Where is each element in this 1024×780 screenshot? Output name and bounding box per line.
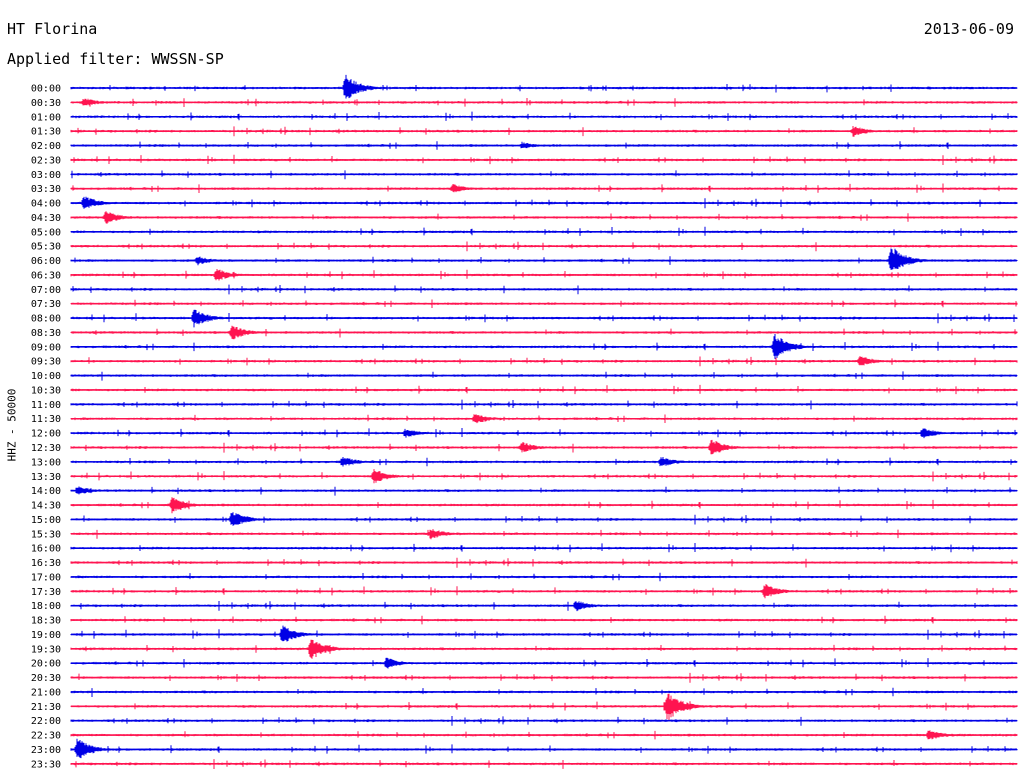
row-time-label: 07:00: [31, 285, 61, 296]
row-time-label: 09:00: [31, 342, 61, 353]
row-time-label: 05:30: [31, 242, 61, 253]
row-time-label: 10:00: [31, 371, 61, 382]
row-time-label: 18:30: [31, 616, 61, 627]
row-time-label: 04:30: [31, 213, 61, 224]
record-date: 2013-06-09: [923, 20, 1014, 38]
row-time-label: 06:00: [31, 256, 61, 267]
row-time-label: 21:30: [31, 702, 61, 713]
row-time-label: 00:00: [31, 84, 61, 95]
row-time-label: 18:00: [31, 601, 61, 612]
row-time-label: 23:30: [31, 759, 61, 770]
row-time-label: 06:30: [31, 270, 61, 281]
row-time-label: 22:00: [31, 716, 61, 727]
row-time-label: 23:00: [31, 745, 61, 756]
row-time-label: 08:30: [31, 328, 61, 339]
row-time-label: 13:00: [31, 457, 61, 468]
row-time-label: 16:00: [31, 544, 61, 555]
row-time-label: 03:30: [31, 184, 61, 195]
row-time-label: 03:00: [31, 170, 61, 181]
row-time-label: 13:30: [31, 472, 61, 483]
row-time-label: 11:30: [31, 414, 61, 425]
row-time-label: 09:30: [31, 357, 61, 368]
row-time-label: 12:00: [31, 429, 61, 440]
row-time-label: 02:00: [31, 141, 61, 152]
station-name: HT Florina: [7, 20, 98, 38]
row-time-label: 20:30: [31, 673, 61, 684]
row-time-label: 19:30: [31, 644, 61, 655]
row-time-label: 17:00: [31, 572, 61, 583]
row-time-label: 04:00: [31, 199, 61, 210]
row-time-label: 16:30: [31, 558, 61, 569]
row-time-label: 10:30: [31, 385, 61, 396]
row-time-label: 14:30: [31, 501, 61, 512]
row-time-label: 14:00: [31, 486, 61, 497]
row-time-label: 15:00: [31, 515, 61, 526]
row-time-label: 11:00: [31, 400, 61, 411]
row-time-label: 20:00: [31, 659, 61, 670]
trace-row: [70, 74, 1018, 99]
row-time-label: 00:30: [31, 98, 61, 109]
row-time-label: 15:30: [31, 529, 61, 540]
filter-label: Applied filter: WWSSN-SP: [7, 50, 224, 68]
trace-row: [70, 248, 1018, 270]
row-time-label: 01:00: [31, 112, 61, 123]
row-time-label: 19:00: [31, 630, 61, 641]
trace-row: [70, 625, 1018, 642]
row-time-label: 17:30: [31, 587, 61, 598]
row-time-label: 01:30: [31, 127, 61, 138]
row-time-label: 07:30: [31, 299, 61, 310]
trace-row: [70, 738, 1018, 759]
row-time-label: 02:30: [31, 155, 61, 166]
row-time-label: 08:00: [31, 314, 61, 325]
row-time-label: 22:30: [31, 731, 61, 742]
row-time-label: 21:00: [31, 687, 61, 698]
row-time-label: 12:30: [31, 443, 61, 454]
row-time-label: 05:00: [31, 227, 61, 238]
